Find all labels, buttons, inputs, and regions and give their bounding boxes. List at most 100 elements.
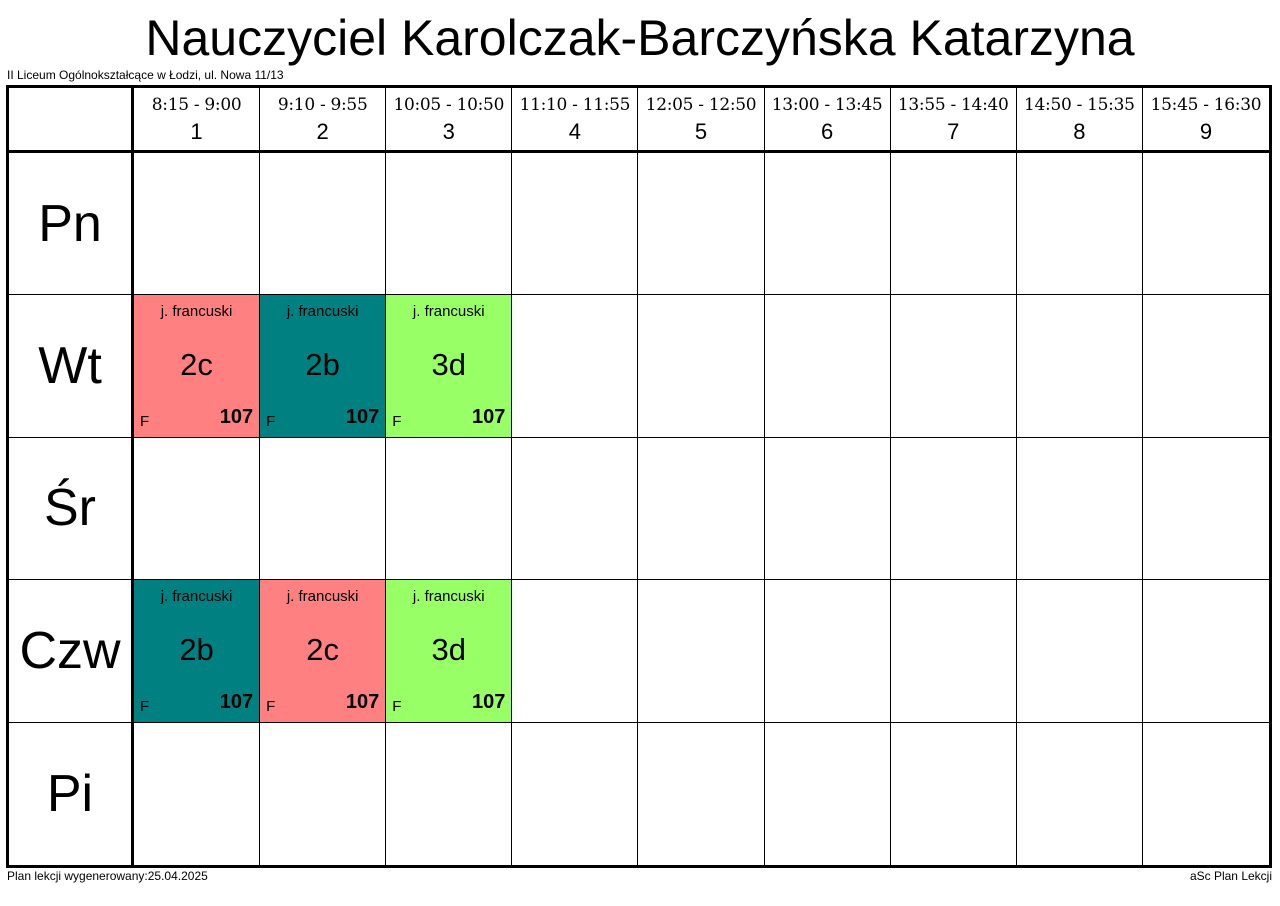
page-title: Nauczyciel Karolczak-Barczyńska Katarzyn… — [145, 10, 1135, 66]
day-label: Czw — [9, 580, 134, 723]
timetable-slot — [134, 153, 261, 296]
lesson-subject: j. francuski — [412, 303, 485, 321]
lesson-teacher: F — [140, 697, 150, 715]
lesson-class: 3d — [431, 632, 467, 668]
lesson-subject: j. francuski — [286, 588, 359, 606]
period-number: 1 — [190, 119, 203, 144]
lesson-room: 107 — [471, 690, 506, 713]
timetable-slot — [638, 580, 765, 723]
timetable-slot — [764, 295, 891, 438]
timetable-slot — [512, 437, 639, 581]
timetable-slot — [638, 295, 765, 438]
timetable-slot — [764, 580, 891, 723]
period-number: 7 — [947, 119, 960, 144]
period-time: 11:10 - 11:55 — [519, 95, 631, 115]
timetable-slot — [1142, 295, 1269, 438]
period-header: 8:15 - 9:00 1 — [134, 88, 261, 153]
timetable-slot — [134, 437, 261, 581]
timetable-slot — [512, 722, 639, 865]
lesson-teacher: F — [392, 412, 402, 430]
period-header: 11:10 - 11:55 4 — [512, 88, 639, 153]
period-time: 14:50 - 15:35 — [1024, 95, 1135, 115]
timetable-slot — [260, 153, 387, 296]
school-name: II Liceum Ogólnokształcące w Łodzi, ul. … — [7, 68, 284, 82]
generated-date: Plan lekcji wygenerowany:25.04.2025 — [7, 869, 208, 883]
lesson-room: 107 — [471, 405, 506, 428]
lesson-teacher: F — [266, 412, 276, 430]
period-header: 15:45 - 16:30 9 — [1142, 88, 1269, 153]
lesson-room: 107 — [219, 690, 254, 713]
day-label: Pi — [9, 722, 134, 865]
period-number: 8 — [1073, 119, 1086, 144]
timetable-slot — [512, 153, 639, 296]
period-number: 3 — [442, 119, 455, 144]
timetable-slot — [638, 153, 765, 296]
lesson-subject: j. francuski — [286, 303, 359, 321]
lesson-card[interactable]: j. francuski 3d F 107 — [386, 580, 512, 722]
timetable-slot — [512, 295, 639, 438]
lesson-subject: j. francuski — [412, 588, 485, 606]
lesson-room: 107 — [345, 690, 380, 713]
timetable-slot — [1143, 723, 1269, 865]
period-time: 8:15 - 9:00 — [151, 95, 242, 115]
timetable-slot — [386, 437, 513, 581]
app-name: aSc Plan Lekcji — [1189, 869, 1272, 883]
timetable-slot — [1016, 437, 1143, 581]
timetable-slot — [638, 437, 765, 581]
day-label: Pn — [9, 153, 134, 296]
timetable-slot — [1016, 295, 1143, 438]
timetable-slot — [765, 722, 891, 865]
lesson-teacher: F — [392, 697, 402, 715]
lesson-card[interactable]: j. francuski 2c F 107 — [260, 580, 386, 722]
lesson-card[interactable]: j. francuski 2b F 107 — [134, 580, 260, 722]
lesson-card[interactable]: j. francuski 2b F 107 — [260, 295, 386, 437]
period-number: 9 — [1199, 119, 1213, 144]
timetable-slot — [134, 722, 261, 865]
lesson-class: 2c — [180, 347, 213, 383]
timetable-slot — [890, 295, 1017, 438]
timetable-slot — [260, 437, 387, 581]
lesson-card[interactable]: j. francuski 2c F 107 — [134, 295, 260, 437]
lesson-room: 107 — [219, 405, 254, 428]
period-header: 14:50 - 15:35 8 — [1016, 88, 1143, 153]
lesson-room: 107 — [345, 405, 380, 428]
period-time: 10:05 - 10:50 — [393, 95, 505, 115]
timetable-slot — [890, 580, 1017, 723]
timetable-slot — [891, 722, 1017, 865]
period-header: 13:00 - 13:45 6 — [764, 88, 891, 153]
timetable-slot — [1016, 580, 1143, 723]
timetable-slot — [890, 437, 1017, 581]
timetable-slot: j. francuski 2c F 107 — [260, 580, 387, 723]
lesson-subject: j. francuski — [160, 588, 233, 606]
period-time: 15:45 - 16:30 — [1150, 95, 1262, 115]
timetable-slot — [386, 722, 513, 865]
timetable-slot: j. francuski 3d F 107 — [386, 580, 513, 723]
timetable-slot — [764, 153, 891, 296]
timetable-slot — [890, 153, 1017, 296]
timetable-slot: j. francuski 2b F 107 — [134, 580, 261, 723]
timetable-slot — [386, 153, 513, 296]
lesson-teacher: F — [140, 412, 150, 430]
timetable-slot: j. francuski 2c F 107 — [134, 295, 261, 438]
period-header: 9:10 - 9:55 2 — [260, 88, 387, 153]
period-header: 10:05 - 10:50 3 — [386, 88, 513, 153]
lesson-teacher: F — [266, 697, 276, 715]
timetable-grid: 8:15 - 9:00 1 9:10 - 9:55 2 10:05 - 10:50 3 11… — [6, 85, 1272, 868]
timetable-slot: j. francuski 3d F 107 — [386, 295, 513, 438]
lesson-card[interactable]: j. francuski 3d F 107 — [386, 295, 512, 437]
period-number: 5 — [694, 119, 708, 144]
period-time: 12:05 - 12:50 — [645, 95, 757, 115]
day-label: Śr — [9, 437, 134, 581]
lesson-class: 2b — [179, 632, 214, 668]
timetable-slot — [1017, 722, 1143, 865]
lesson-class: 3d — [431, 347, 467, 383]
timetable-slot — [638, 722, 765, 865]
timetable-slot — [764, 437, 891, 581]
timetable-slot — [1016, 153, 1143, 296]
lesson-subject: j. francuski — [160, 303, 233, 321]
day-label: Wt — [9, 295, 134, 438]
header-corner — [9, 88, 134, 153]
period-time: 13:00 - 13:45 — [771, 95, 883, 115]
period-time: 9:10 - 9:55 — [277, 95, 368, 115]
timetable-slot — [1142, 153, 1269, 296]
